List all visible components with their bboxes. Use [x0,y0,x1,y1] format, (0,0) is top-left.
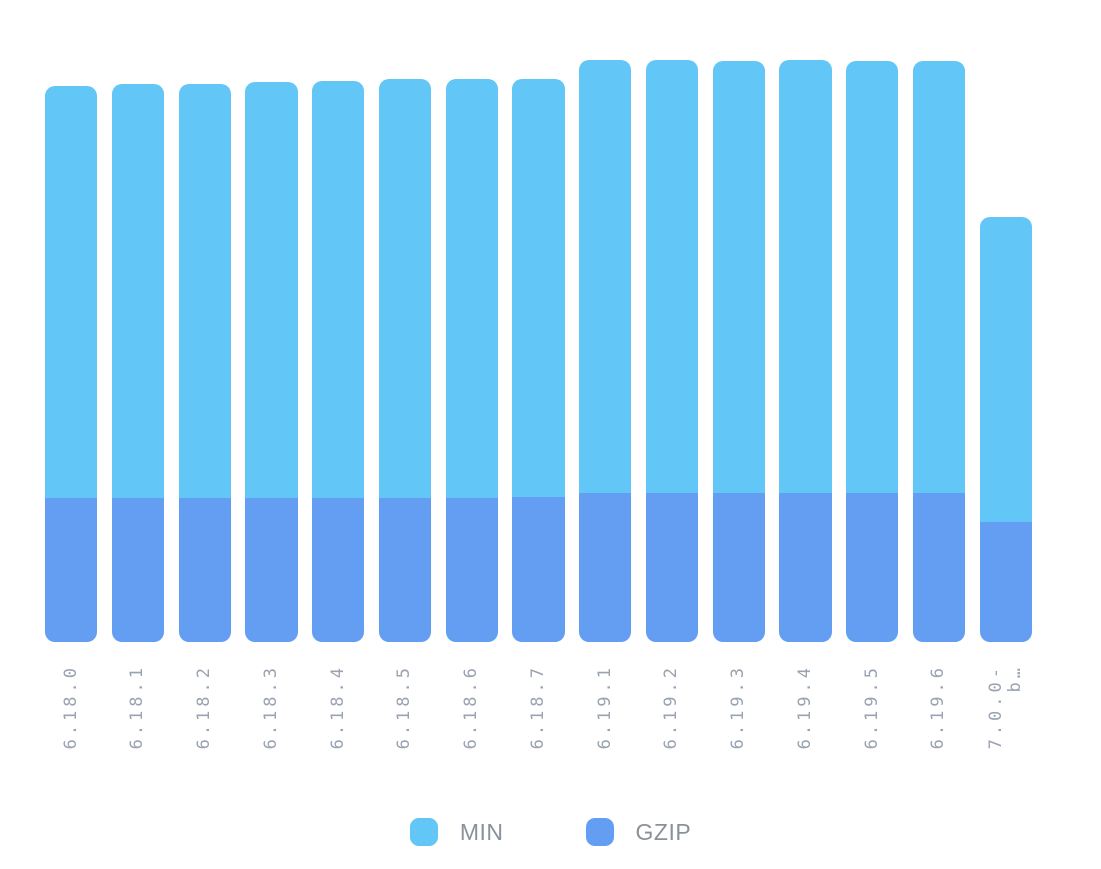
bar-6.18.3[interactable] [245,82,298,642]
x-axis-label-6.19.1: 6.19.1 [579,664,631,784]
bar-segment-gzip[interactable] [45,498,98,642]
bar-segment-min[interactable] [111,84,165,498]
bar-segment-min[interactable] [45,86,98,498]
bar-segment-min[interactable] [512,79,565,497]
x-axis-label-line: b… [1004,664,1025,693]
bar-segment-gzip[interactable] [846,493,899,642]
x-axis-label-6.18.1: 6.18.1 [112,664,164,784]
bar-segment-min[interactable] [846,61,899,493]
bar-6.18.4[interactable] [312,81,365,642]
bar-segment-min[interactable] [378,79,432,498]
x-axis-label-6.18.7: 6.18.7 [512,664,564,784]
bar-segment-min[interactable] [979,217,1032,522]
x-axis-label-6.18.6: 6.18.6 [446,664,498,784]
x-axis-label-line: 6.18.3 [260,664,281,750]
x-axis-label-line: 7.0.0- [985,664,1006,750]
bar-segment-min[interactable] [245,82,298,498]
x-axis-label-line: 6.18.1 [127,664,148,750]
x-axis-labels: 6.18.0 6.18.1 6.18.2 6.18.3 6.18.4 6.18.5 6.18… [45,664,1032,784]
bar-segment-min[interactable] [579,60,632,493]
x-axis-label-6.19.4: 6.19.4 [779,664,831,784]
bar-segment-gzip[interactable] [712,493,765,642]
bar-segment-gzip[interactable] [445,498,498,642]
legend-label-gzip: GZIP [635,818,692,845]
x-axis-label-line: 6.19.2 [661,664,682,750]
bar-6.19.1[interactable] [579,60,632,642]
bar-6.19.5[interactable] [846,61,899,642]
bar-6.18.5[interactable] [378,79,432,642]
bar-segment-gzip[interactable] [579,493,632,642]
x-axis-label-line: 6.19.1 [594,664,615,750]
legend-item-min: MIN [409,818,504,846]
bar-segment-min[interactable] [178,84,231,498]
x-axis-label-6.19.5: 6.19.5 [846,664,898,784]
x-axis-label-7.0.0-b…: 7.0.0- b… [980,664,1032,784]
x-axis-label-line: 6.18.7 [527,664,548,750]
legend-label-min: MIN [459,818,504,845]
bar-segment-min[interactable] [779,60,832,493]
x-axis-label-6.19.6: 6.19.6 [913,664,965,784]
x-axis-label-line: 6.18.0 [60,664,81,750]
bar-6.19.2[interactable] [645,60,699,642]
x-axis-label-line: 6.19.3 [728,664,749,750]
bar-segment-gzip[interactable] [779,493,832,642]
bar-segment-gzip[interactable] [378,498,432,642]
bar-segment-gzip[interactable] [645,493,699,642]
gzip-color-swatch-icon [585,818,614,846]
bar-6.19.3[interactable] [712,61,765,642]
x-axis-label-6.18.0: 6.18.0 [45,664,97,784]
x-axis-label-6.18.2: 6.18.2 [179,664,231,784]
bar-segment-gzip[interactable] [312,498,365,642]
x-axis-label-6.19.2: 6.19.2 [646,664,698,784]
x-axis-label-6.18.4: 6.18.4 [312,664,364,784]
bar-segment-min[interactable] [312,81,365,498]
bar-6.18.6[interactable] [445,79,498,642]
legend: MIN GZIP [0,818,1101,846]
bar-6.18.2[interactable] [178,84,231,642]
x-axis-label-6.19.3: 6.19.3 [713,664,765,784]
bar-6.18.0[interactable] [45,86,98,642]
x-axis-label-line: 6.19.4 [794,664,815,750]
bar-segment-min[interactable] [645,60,699,493]
bar-segment-gzip[interactable] [979,522,1032,642]
x-axis-label-line: 6.18.2 [194,664,215,750]
legend-item-gzip: GZIP [585,818,692,846]
bar-segment-min[interactable] [445,79,498,498]
bar-6.19.6[interactable] [912,61,966,642]
bar-segment-gzip[interactable] [912,493,966,642]
x-axis-label-line: 6.18.6 [461,664,482,750]
x-axis-label-line: 6.19.6 [928,664,949,750]
bar-segment-min[interactable] [912,61,966,493]
bar-6.18.1[interactable] [111,84,165,642]
bar-segment-gzip[interactable] [245,498,298,642]
x-axis-label-6.18.5: 6.18.5 [379,664,431,784]
bar-segment-gzip[interactable] [512,497,565,642]
x-axis-label-line: 6.19.5 [861,664,882,750]
min-color-swatch-icon [409,818,438,846]
bar-segment-gzip[interactable] [178,498,231,642]
x-axis-label-line: 6.18.5 [394,664,415,750]
plot-area [45,0,1032,642]
bar-6.18.7[interactable] [512,79,565,642]
x-axis-label-6.18.3: 6.18.3 [245,664,297,784]
bar-6.19.4[interactable] [779,60,832,642]
bar-segment-gzip[interactable] [111,498,165,642]
bar-segment-min[interactable] [712,61,765,493]
x-axis-label-line: 6.18.4 [327,664,348,750]
bar-7.0.0-b…[interactable] [979,217,1032,642]
